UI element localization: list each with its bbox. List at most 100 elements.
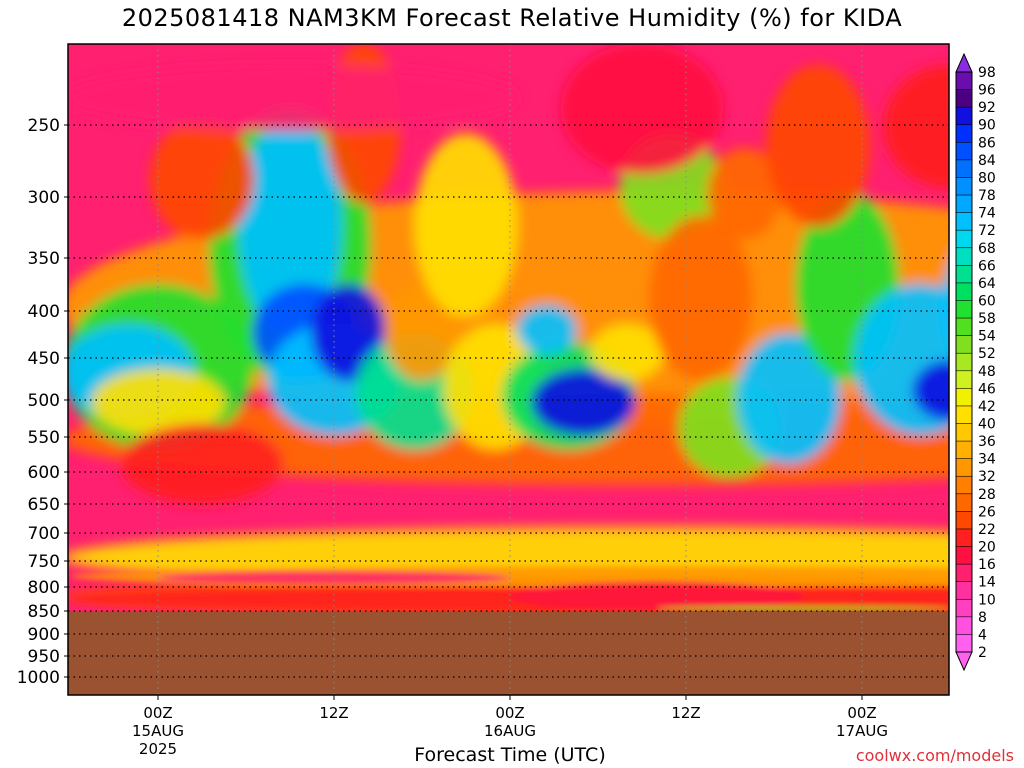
y-tick-label: 650 <box>28 495 60 515</box>
x-tick-label: 2025 <box>139 740 177 758</box>
colorbar-swatch <box>956 458 972 477</box>
colorbar-swatch <box>956 616 972 635</box>
y-tick-label: 800 <box>28 578 60 598</box>
colorbar-swatch <box>956 159 972 178</box>
y-tick-label: 400 <box>28 302 60 322</box>
colorbar-label: 26 <box>978 504 996 520</box>
y-axis: 250 300 350 400 450 500 550 600 650 700 750 800 850 9… <box>17 116 68 688</box>
colorbar-swatch <box>956 581 972 600</box>
watermark: coolwx.com/models <box>855 746 1014 765</box>
colorbar-swatch <box>956 247 972 266</box>
colorbar-label: 78 <box>978 188 996 204</box>
colorbar-label: 10 <box>978 592 996 608</box>
x-axis-label: Forecast Time (UTC) <box>414 744 606 766</box>
colorbar-swatch <box>956 282 972 301</box>
y-tick-label: 600 <box>28 463 60 483</box>
colorbar-swatch <box>956 89 972 108</box>
colorbar-label: 52 <box>978 346 996 362</box>
colorbar-swatch <box>956 423 972 442</box>
x-tick-label: 17AUG <box>836 722 888 740</box>
colorbar-label: 34 <box>978 452 996 468</box>
colorbar-swatch <box>956 546 972 565</box>
colorbar-swatch <box>956 72 972 91</box>
colorbar-swatch <box>956 177 972 196</box>
colorbar-swatch <box>956 195 972 214</box>
terrain-below-surface <box>68 611 949 695</box>
y-tick-label: 550 <box>28 428 60 448</box>
chart-title: 2025081418 NAM3KM Forecast Relative Humi… <box>121 4 903 32</box>
grid-lines <box>68 44 949 695</box>
colorbar-swatch <box>956 212 972 231</box>
colorbar-swatch <box>956 300 972 319</box>
humidity-field <box>68 44 949 611</box>
y-tick-label: 850 <box>28 602 60 622</box>
colorbar-label: 36 <box>978 434 996 450</box>
y-tick-label: 350 <box>28 249 60 269</box>
x-tick-label: 00Z <box>847 704 876 722</box>
colorbar-swatch <box>956 353 972 372</box>
colorbar-label: 60 <box>978 293 996 309</box>
colorbar-label: 80 <box>978 170 996 186</box>
colorbar-min-arrow <box>955 651 973 672</box>
y-tick-label: 950 <box>28 647 60 667</box>
x-tick-label: 00Z <box>143 704 172 722</box>
colorbar-label: 4 <box>978 627 987 643</box>
colorbar-label: 48 <box>978 364 996 380</box>
y-tick-label: 1000 <box>17 668 60 688</box>
colorbar-label: 54 <box>978 329 996 345</box>
colorbar-label: 74 <box>978 206 996 222</box>
colorbar-label: 32 <box>978 469 996 485</box>
colorbar-swatch <box>956 142 972 161</box>
colorbar-label: 86 <box>978 135 996 151</box>
y-tick-label: 450 <box>28 349 60 369</box>
colorbar-label: 98 <box>978 65 996 81</box>
colorbar-swatch <box>956 265 972 284</box>
y-tick-label: 700 <box>28 524 60 544</box>
colorbar-swatch <box>956 318 972 337</box>
colorbar-label: 46 <box>978 381 996 397</box>
y-tick-label: 250 <box>28 116 60 136</box>
y-tick-label: 500 <box>28 391 60 411</box>
colorbar-swatch <box>956 441 972 460</box>
colorbar-swatch <box>956 370 972 389</box>
colorbar-max-arrow <box>955 52 973 73</box>
colorbar-label: 64 <box>978 276 996 292</box>
colorbar-label: 40 <box>978 417 996 433</box>
colorbar-label: 72 <box>978 223 996 239</box>
y-tick-label: 300 <box>28 188 60 208</box>
x-tick-label: 12Z <box>319 704 348 722</box>
colorbar-label: 90 <box>978 118 996 134</box>
colorbar-swatch <box>956 124 972 143</box>
colorbar-swatch <box>956 634 972 653</box>
colorbar-swatch <box>956 107 972 126</box>
colorbar-swatch <box>956 564 972 583</box>
colorbar-label: 68 <box>978 241 996 257</box>
colorbar-label: 66 <box>978 258 996 274</box>
x-tick-label: 12Z <box>671 704 700 722</box>
colorbar-label: 20 <box>978 540 996 556</box>
y-tick-label: 750 <box>28 552 60 572</box>
colorbar-swatch <box>956 335 972 354</box>
plot-frame <box>67 43 950 696</box>
colorbar-swatch <box>956 528 972 548</box>
colorbar: 9896929086848078747268666460585452484642… <box>955 52 996 672</box>
y-tick-label: 900 <box>28 625 60 645</box>
colorbar-label: 8 <box>978 610 987 626</box>
colorbar-swatch <box>956 599 972 618</box>
x-tick-label: 16AUG <box>484 722 536 740</box>
colorbar-swatch <box>956 405 972 425</box>
colorbar-label: 92 <box>978 100 996 116</box>
x-tick-label: 00Z <box>495 704 524 722</box>
colorbar-swatch <box>956 476 972 495</box>
colorbar-swatch <box>956 388 972 407</box>
colorbar-label: 84 <box>978 153 996 169</box>
colorbar-label: 2 <box>978 645 987 661</box>
colorbar-swatch <box>956 230 972 249</box>
colorbar-label: 58 <box>978 311 996 327</box>
colorbar-label: 42 <box>978 399 996 415</box>
colorbar-label: 28 <box>978 487 996 503</box>
colorbar-label: 14 <box>978 575 996 591</box>
colorbar-label: 96 <box>978 83 996 99</box>
